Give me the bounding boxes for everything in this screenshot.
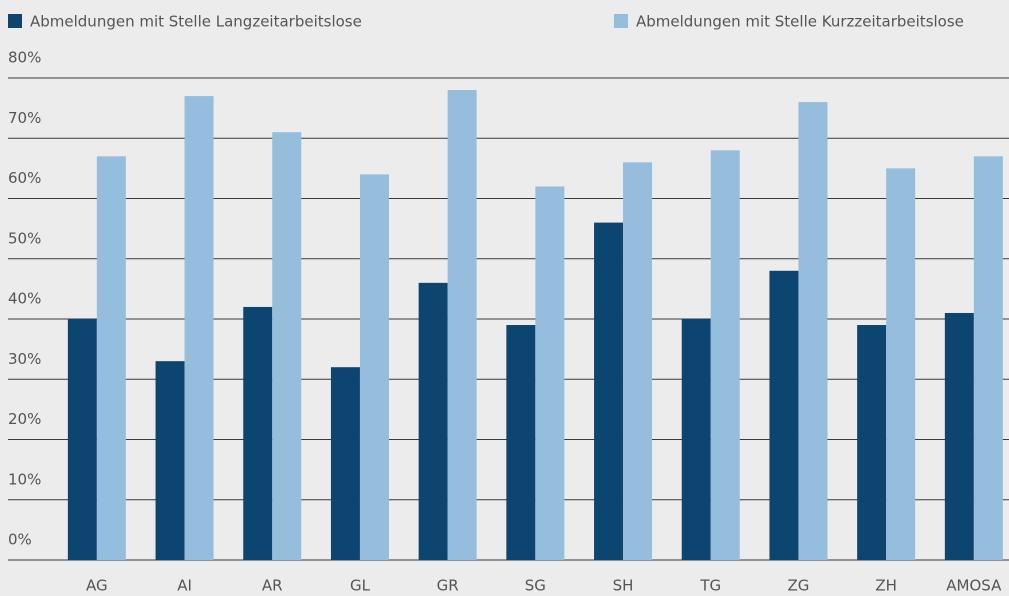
bar	[944, 312, 974, 560]
y-tick-label: 50%	[8, 229, 41, 247]
y-tick-label: 70%	[8, 109, 41, 127]
bar	[681, 319, 711, 560]
legend-label: Abmeldungen mit Stelle Langzeitarbeitslo…	[30, 13, 362, 31]
y-tick-label: 20%	[8, 410, 41, 428]
x-tick-label: ZG	[787, 577, 809, 595]
x-tick-label: AMOSA	[946, 577, 1002, 595]
x-tick-label: AR	[262, 577, 283, 595]
y-tick-label: 40%	[8, 290, 41, 308]
x-tick-label: SG	[525, 577, 546, 595]
bar	[886, 168, 916, 560]
bar	[155, 361, 185, 560]
bar	[243, 306, 273, 560]
legend-swatch	[8, 14, 22, 28]
bar	[67, 319, 97, 560]
bar	[535, 186, 565, 560]
bar	[857, 325, 887, 560]
x-tick-label: AG	[86, 577, 108, 595]
bar	[359, 174, 389, 560]
bar	[272, 132, 302, 560]
bar	[623, 162, 653, 560]
x-tick-label: TG	[699, 577, 721, 595]
bar	[506, 325, 536, 560]
bar	[418, 282, 448, 560]
bar	[973, 156, 1003, 560]
bar	[769, 270, 799, 560]
x-tick-label: SH	[613, 577, 634, 595]
x-tick-label: GR	[437, 577, 459, 595]
bar	[96, 156, 126, 560]
y-tick-label: 80%	[8, 49, 41, 67]
legend-label: Abmeldungen mit Stelle Kurzzeitarbeitslo…	[636, 13, 964, 31]
legend-swatch	[614, 14, 628, 28]
x-tick-label: ZH	[875, 577, 897, 595]
bar	[447, 90, 477, 561]
y-tick-label: 0%	[8, 531, 32, 549]
y-tick-label: 60%	[8, 169, 41, 187]
bar	[798, 102, 828, 560]
x-tick-label: AI	[177, 577, 192, 595]
bar	[710, 150, 740, 561]
y-tick-label: 10%	[8, 470, 41, 488]
x-tick-label: GL	[350, 577, 371, 595]
bar	[330, 367, 360, 560]
bar	[184, 96, 214, 560]
bar	[594, 222, 624, 560]
y-tick-label: 30%	[8, 350, 41, 368]
